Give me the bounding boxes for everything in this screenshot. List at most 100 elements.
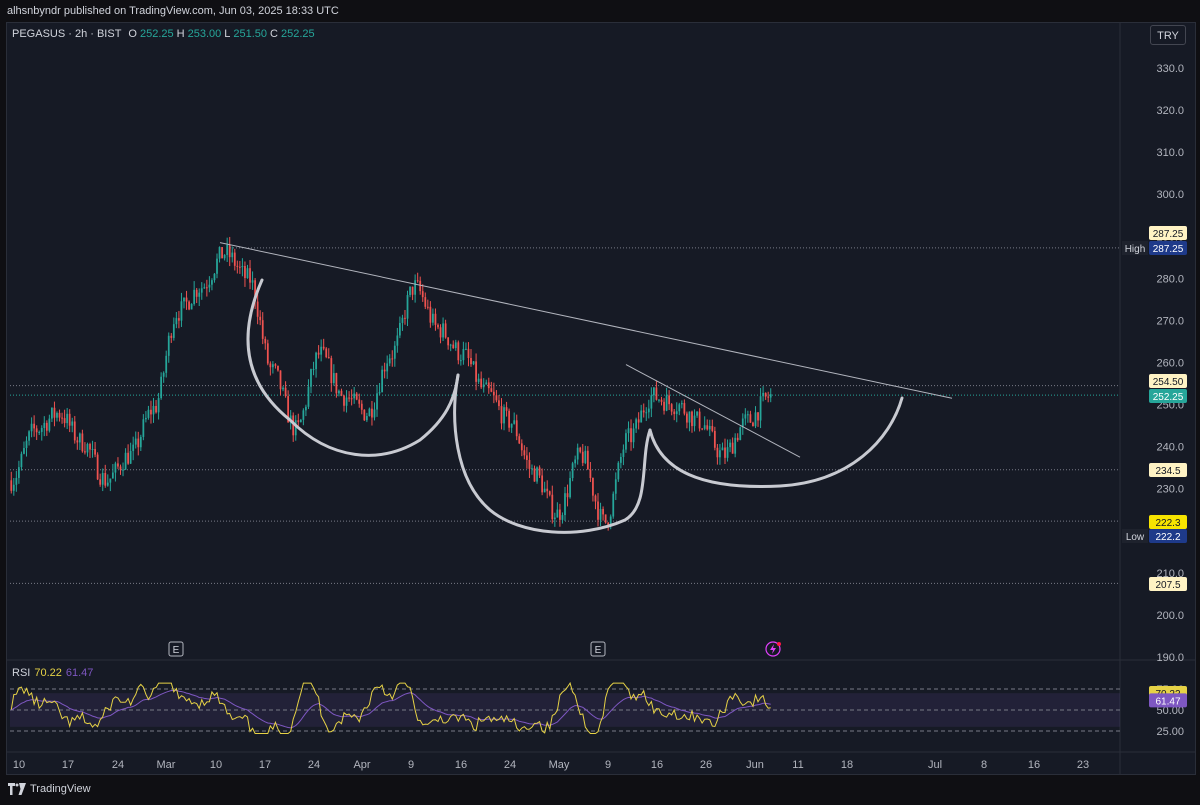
candle — [604, 514, 607, 524]
candle — [708, 419, 711, 437]
candle-body — [485, 382, 488, 385]
candle — [589, 461, 592, 483]
candle — [513, 412, 516, 425]
cup-curve-middle — [453, 373, 652, 534]
time-tick: May — [549, 759, 570, 771]
candle — [365, 412, 368, 423]
candle — [500, 398, 503, 430]
candle-body — [736, 437, 739, 441]
candle-body — [73, 421, 76, 441]
symbol-name[interactable]: PEGASUS · 2h · BIST — [12, 28, 122, 40]
candle — [447, 337, 450, 350]
candle-body — [338, 390, 340, 394]
candle-body — [762, 392, 764, 397]
candle-body — [426, 306, 429, 308]
price-label-bg — [1149, 389, 1187, 403]
candle — [84, 442, 86, 455]
candle-body — [663, 401, 665, 411]
candle — [559, 503, 561, 527]
candle-body — [564, 493, 566, 516]
candle — [526, 447, 528, 469]
price-label-last: 252.25 — [1149, 389, 1187, 403]
candle-body — [142, 419, 145, 437]
candle — [716, 444, 719, 465]
candle — [145, 411, 147, 423]
candle-body — [152, 405, 155, 415]
candle — [218, 246, 221, 263]
candle — [188, 300, 190, 311]
candle-body — [741, 418, 744, 428]
candle — [175, 312, 178, 329]
candle — [381, 365, 383, 393]
candle — [269, 361, 272, 376]
candle — [292, 412, 295, 442]
candle — [505, 401, 508, 417]
candle-body — [261, 320, 264, 339]
time-tick: 17 — [62, 759, 74, 771]
symbol-legend[interactable]: PEGASUS · 2h · BIST O 252.25 H 253.00 L 251… — [12, 28, 315, 40]
candle — [68, 409, 71, 433]
candle — [355, 391, 358, 401]
time-tick: 24 — [308, 759, 320, 771]
price-tick: 300.0 — [1156, 189, 1184, 201]
candle-body — [691, 411, 693, 427]
candle — [658, 398, 660, 403]
candle-body — [119, 466, 122, 470]
candle-body — [495, 395, 498, 401]
candle-body — [680, 403, 683, 405]
candle — [340, 388, 343, 397]
candle — [20, 451, 23, 471]
candle-body — [683, 403, 686, 414]
cup-curve-right — [648, 396, 904, 488]
candle-body — [211, 280, 213, 285]
candle — [459, 354, 462, 366]
candle — [576, 443, 579, 465]
candle-body — [518, 436, 521, 444]
candle — [185, 290, 188, 310]
candle-body — [607, 522, 610, 526]
candle — [561, 512, 564, 524]
candle — [139, 434, 142, 451]
candle — [198, 288, 201, 307]
candle-body — [592, 478, 594, 496]
candle — [386, 355, 389, 379]
candle-body — [566, 493, 569, 498]
tradingview-logo[interactable]: TradingView — [8, 783, 91, 795]
candle — [752, 421, 754, 427]
candle — [454, 339, 457, 351]
candle — [244, 261, 246, 287]
candle — [345, 390, 348, 413]
earnings-marker-box — [590, 641, 606, 657]
candle-body — [635, 419, 637, 429]
candle — [467, 342, 470, 367]
candle-body — [345, 397, 348, 406]
candle-body — [312, 369, 315, 371]
rsi-legend[interactable]: RSI 70.22 61.47 — [12, 667, 93, 679]
candle — [475, 353, 477, 391]
candle-body — [419, 280, 422, 292]
candle — [625, 429, 627, 453]
candle — [650, 387, 653, 418]
candle — [200, 282, 203, 300]
trendline-handle — [625, 364, 801, 458]
candle-body — [703, 425, 706, 429]
candle-body — [457, 342, 460, 361]
candle — [731, 437, 734, 454]
candle-body — [386, 363, 389, 372]
candle-body — [744, 414, 747, 419]
candle — [518, 433, 521, 445]
candle — [757, 412, 759, 427]
candle-body — [249, 268, 251, 283]
candle-body — [515, 420, 518, 437]
candle-body — [482, 384, 485, 388]
candle-body — [434, 313, 437, 325]
currency-button[interactable]: TRY — [1150, 25, 1186, 45]
candle-body — [84, 451, 86, 453]
candle-body — [251, 280, 254, 283]
candle-body — [528, 459, 531, 469]
candle-body — [594, 495, 597, 502]
candle — [208, 276, 211, 293]
time-tick: 10 — [13, 759, 25, 771]
